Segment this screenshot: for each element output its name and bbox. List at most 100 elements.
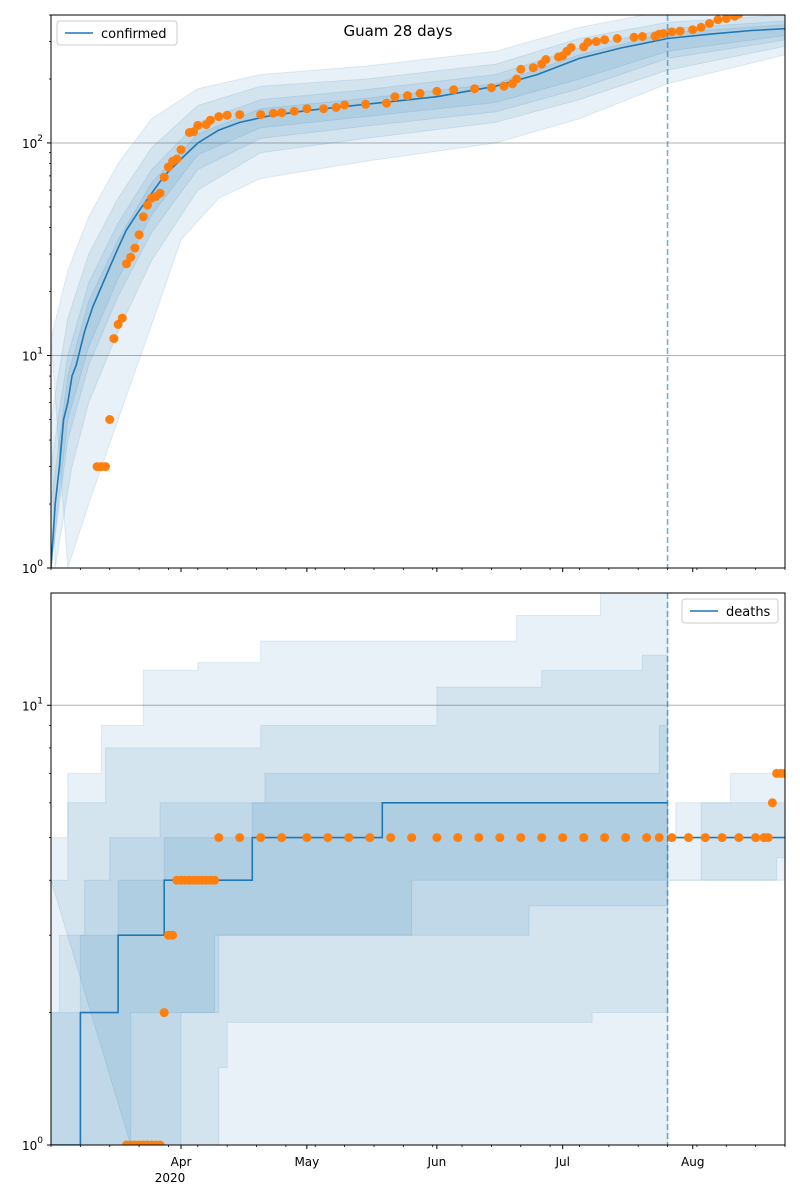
observed-point xyxy=(642,833,652,843)
observed-point xyxy=(268,108,278,118)
observed-point xyxy=(700,833,710,843)
y-tick-label: 102 xyxy=(22,134,43,151)
observed-point xyxy=(675,26,685,36)
observed-point xyxy=(117,313,127,323)
observed-point xyxy=(751,0,760,5)
observed-point xyxy=(528,63,538,73)
observed-point xyxy=(512,74,522,84)
observed-point xyxy=(516,833,526,843)
observed-point xyxy=(340,100,350,110)
observed-point xyxy=(541,55,551,64)
observed-point xyxy=(667,27,677,37)
forecast-band xyxy=(667,772,785,881)
observed-point xyxy=(386,833,396,843)
observed-point xyxy=(109,334,119,344)
observed-point xyxy=(214,112,224,122)
credible-band xyxy=(51,724,669,1145)
observed-point xyxy=(739,6,748,15)
credible-band xyxy=(51,15,785,568)
observed-point xyxy=(323,833,333,843)
credible-band xyxy=(51,654,669,1145)
figure-title: Guam 28 days xyxy=(344,22,453,40)
observed-point xyxy=(767,798,777,808)
observed-point xyxy=(193,120,203,130)
observed-point xyxy=(713,15,723,25)
observed-point xyxy=(126,252,136,262)
observed-point xyxy=(453,833,463,843)
observed-point xyxy=(537,833,547,843)
x-tick-label: Apr xyxy=(171,1155,192,1169)
observed-point xyxy=(747,0,756,9)
observed-point xyxy=(486,83,496,93)
confirmed-panel: 100 101 102 confirmed xyxy=(22,0,786,576)
observed-point xyxy=(105,415,115,424)
observed-point xyxy=(763,833,773,843)
x-tick-label: Aug xyxy=(681,1155,704,1169)
observed-point xyxy=(579,833,589,843)
credible-band xyxy=(51,593,669,1145)
observed-point xyxy=(235,833,245,843)
observed-point xyxy=(176,145,186,155)
observed-point xyxy=(637,32,647,41)
observed-point xyxy=(159,1008,169,1018)
observed-point xyxy=(629,32,639,42)
observed-point xyxy=(558,833,568,843)
observed-point xyxy=(432,86,442,96)
observed-point xyxy=(654,833,664,843)
observed-point xyxy=(751,833,761,843)
plot-area xyxy=(51,0,785,568)
legend-label: deaths xyxy=(726,605,771,620)
observed-point xyxy=(344,833,354,843)
observed-point xyxy=(155,188,165,198)
y-tick-label: 100 xyxy=(22,1136,43,1153)
observed-point xyxy=(319,104,329,114)
observed-point xyxy=(743,3,752,12)
legend-label: confirmed xyxy=(101,27,167,42)
observed-point xyxy=(403,91,412,101)
observed-point xyxy=(566,43,576,53)
model-line xyxy=(51,801,668,1145)
legend-box xyxy=(56,20,178,46)
x-tick-label: May xyxy=(294,1155,319,1169)
observed-point xyxy=(621,833,631,843)
observed-point xyxy=(705,19,714,28)
legend: deaths xyxy=(681,598,779,624)
observed-point xyxy=(302,833,312,843)
y-tick-label: 101 xyxy=(22,696,43,713)
observed-point xyxy=(407,833,417,843)
credible-band xyxy=(51,20,785,568)
observed-point xyxy=(688,25,698,35)
plot-area xyxy=(51,593,785,1145)
axes-frame xyxy=(50,592,786,1146)
observed-point xyxy=(235,110,245,120)
observed-point xyxy=(717,833,727,843)
observed-point xyxy=(205,115,215,125)
y-tick-label: 100 xyxy=(22,559,43,576)
x-year-label: 2020 xyxy=(155,1171,186,1185)
observed-point xyxy=(143,200,152,210)
observed-point xyxy=(277,108,287,118)
observed-point xyxy=(168,930,178,940)
observed-point xyxy=(696,22,706,32)
observed-point xyxy=(516,64,526,74)
observed-point xyxy=(780,768,785,778)
observed-point xyxy=(289,106,299,116)
observed-point xyxy=(302,104,312,114)
observed-point xyxy=(365,833,375,843)
observed-point xyxy=(667,833,677,843)
x-tick-label: Jul xyxy=(554,1155,569,1169)
observed-point xyxy=(684,833,693,843)
observed-point xyxy=(612,34,622,43)
observed-point xyxy=(210,875,220,885)
observed-point xyxy=(159,172,169,182)
observed-point xyxy=(138,212,148,222)
legend-box xyxy=(681,598,779,624)
observed-point xyxy=(277,833,287,843)
credible-band xyxy=(51,15,785,568)
observed-point xyxy=(390,92,400,102)
observed-point xyxy=(583,37,593,47)
observed-point xyxy=(382,98,391,108)
observed-point xyxy=(470,84,480,94)
observed-point xyxy=(256,833,266,843)
